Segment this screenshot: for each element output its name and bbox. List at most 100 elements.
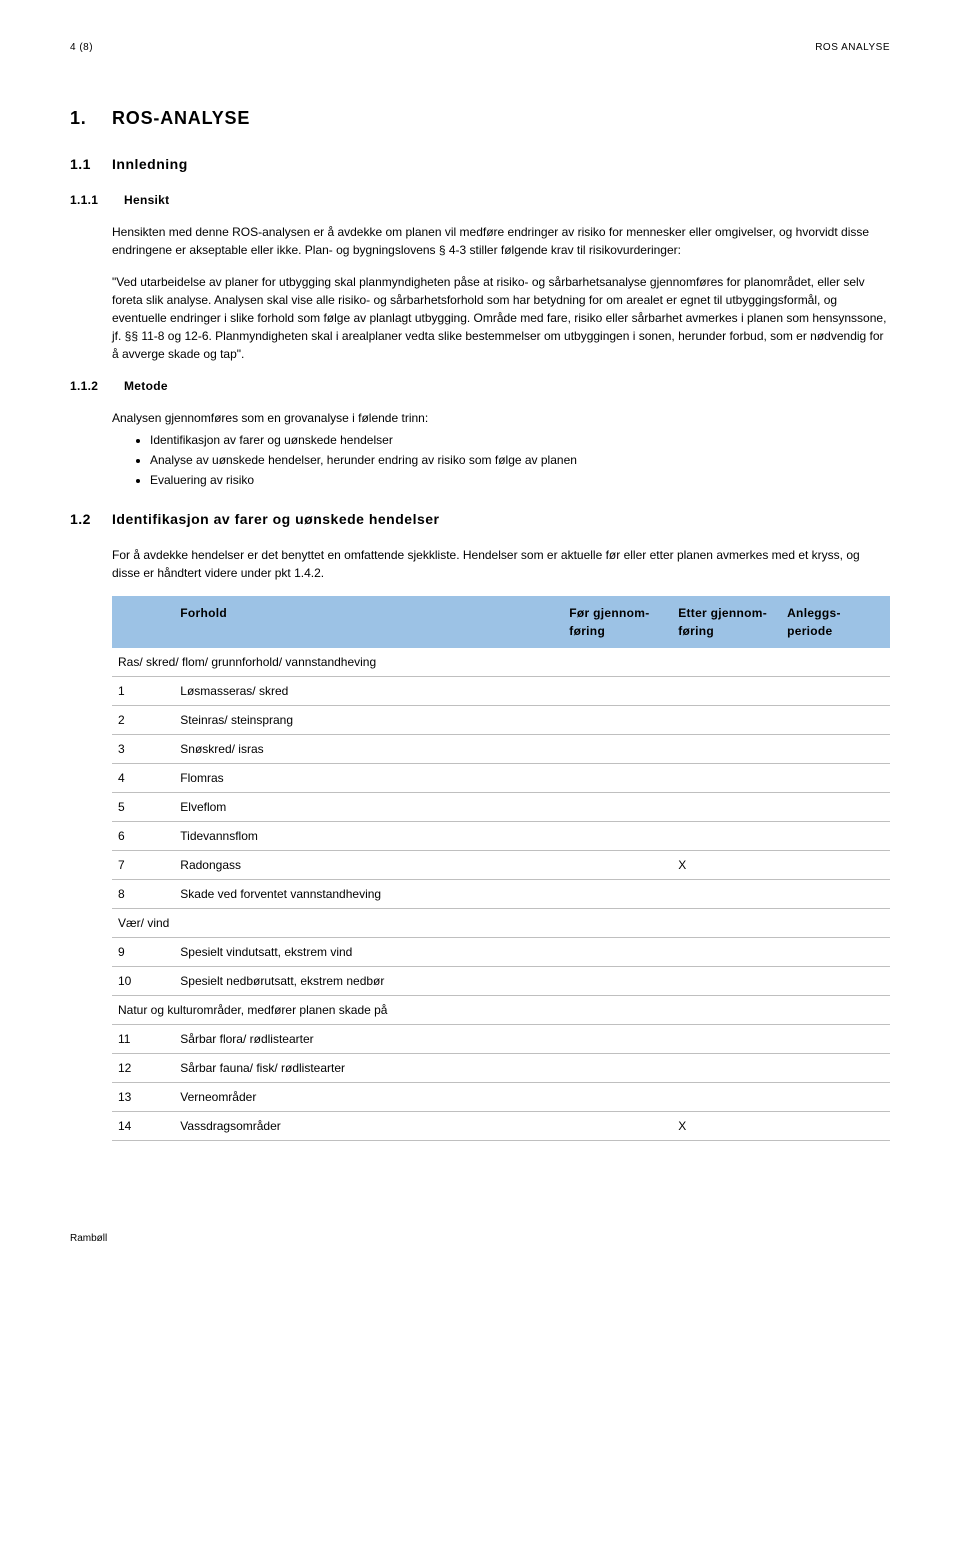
row-after <box>672 1054 781 1083</box>
table-row: 13Verneområder <box>112 1083 890 1112</box>
row-num: 10 <box>112 967 174 996</box>
row-num: 1 <box>112 677 174 706</box>
row-label: Snøskred/ isras <box>174 735 563 764</box>
table-section-label: Vær/ vind <box>112 909 890 938</box>
table-section-row: Vær/ vind <box>112 909 890 938</box>
row-after <box>672 880 781 909</box>
row-after <box>672 764 781 793</box>
table-row: 3Snøskred/ isras <box>112 735 890 764</box>
table-row: 10Spesielt nedbørutsatt, ekstrem nedbør <box>112 967 890 996</box>
row-num: 2 <box>112 706 174 735</box>
row-num: 14 <box>112 1112 174 1141</box>
th-build: Anleggs-periode <box>781 596 890 648</box>
row-before <box>563 822 672 851</box>
row-before <box>563 1083 672 1112</box>
table-section-label: Ras/ skred/ flom/ grunnforhold/ vannstan… <box>112 648 890 677</box>
row-after: X <box>672 1112 781 1141</box>
row-label: Sårbar fauna/ fisk/ rødlistearter <box>174 1054 563 1083</box>
doc-title: ROS ANALYSE <box>815 40 890 55</box>
row-label: Elveflom <box>174 793 563 822</box>
row-after <box>672 1025 781 1054</box>
row-before <box>563 706 672 735</box>
row-after: X <box>672 851 781 880</box>
row-before <box>563 1112 672 1141</box>
row-before <box>563 880 672 909</box>
heading-1: 1. ROS-ANALYSE <box>70 105 890 132</box>
row-after <box>672 938 781 967</box>
row-build <box>781 822 890 851</box>
row-build <box>781 735 890 764</box>
th-empty <box>112 596 174 648</box>
page-header: 4 (8) ROS ANALYSE <box>70 40 890 55</box>
paragraph-quote: "Ved utarbeidelse av planer for utbyggin… <box>70 273 890 363</box>
row-before <box>563 677 672 706</box>
row-num: 9 <box>112 938 174 967</box>
row-after <box>672 822 781 851</box>
list-item: Evaluering av risiko <box>150 471 890 489</box>
table-row: 8Skade ved forventet vannstandheving <box>112 880 890 909</box>
table-section-row: Natur og kulturområder, medfører planen … <box>112 996 890 1025</box>
row-label: Vassdragsområder <box>174 1112 563 1141</box>
table-section-label: Natur og kulturområder, medfører planen … <box>112 996 890 1025</box>
row-label: Løsmasseras/ skred <box>174 677 563 706</box>
footer-company: Rambøll <box>70 1231 890 1246</box>
table-row: 2Steinras/ steinsprang <box>112 706 890 735</box>
row-label: Spesielt nedbørutsatt, ekstrem nedbør <box>174 967 563 996</box>
method-bullets: Identifikasjon av farer og uønskede hend… <box>70 431 890 489</box>
row-build <box>781 677 890 706</box>
row-label: Verneområder <box>174 1083 563 1112</box>
row-build <box>781 938 890 967</box>
heading-1-2-num: 1.2 <box>70 509 98 530</box>
heading-1-title: ROS-ANALYSE <box>112 105 250 132</box>
row-before <box>563 938 672 967</box>
heading-1-1-num: 1.1 <box>70 154 98 175</box>
table-row: 12Sårbar fauna/ fisk/ rødlistearter <box>112 1054 890 1083</box>
table-row: 9Spesielt vindutsatt, ekstrem vind <box>112 938 890 967</box>
table-row: 5Elveflom <box>112 793 890 822</box>
list-item: Identifikasjon av farer og uønskede hend… <box>150 431 890 449</box>
row-label: Skade ved forventet vannstandheving <box>174 880 563 909</box>
row-before <box>563 1054 672 1083</box>
row-before <box>563 1025 672 1054</box>
row-before <box>563 851 672 880</box>
heading-1-1-2-title: Metode <box>124 377 168 395</box>
row-num: 8 <box>112 880 174 909</box>
th-after: Etter gjennom-føring <box>672 596 781 648</box>
row-num: 3 <box>112 735 174 764</box>
row-before <box>563 735 672 764</box>
row-build <box>781 706 890 735</box>
table-row: 14Vassdragsområder X <box>112 1112 890 1141</box>
heading-1-1-title: Innledning <box>112 154 188 175</box>
row-num: 11 <box>112 1025 174 1054</box>
row-after <box>672 1083 781 1112</box>
row-build <box>781 967 890 996</box>
th-forhold: Forhold <box>174 596 563 648</box>
row-num: 4 <box>112 764 174 793</box>
row-build <box>781 880 890 909</box>
row-label: Steinras/ steinsprang <box>174 706 563 735</box>
row-build <box>781 793 890 822</box>
table-row: 1Løsmasseras/ skred <box>112 677 890 706</box>
row-num: 6 <box>112 822 174 851</box>
heading-1-1-1: 1.1.1 Hensikt <box>70 191 890 209</box>
row-label: Radongass <box>174 851 563 880</box>
heading-1-num: 1. <box>70 105 98 132</box>
row-after <box>672 967 781 996</box>
row-num: 13 <box>112 1083 174 1112</box>
heading-1-2-title: Identifikasjon av farer og uønskede hend… <box>112 509 439 530</box>
heading-1-1-1-title: Hensikt <box>124 191 169 209</box>
paragraph-intro: Hensikten med denne ROS-analysen er å av… <box>70 223 890 259</box>
row-after <box>672 793 781 822</box>
row-after <box>672 677 781 706</box>
page-number: 4 (8) <box>70 40 93 55</box>
row-build <box>781 764 890 793</box>
row-num: 12 <box>112 1054 174 1083</box>
row-before <box>563 764 672 793</box>
row-label: Spesielt vindutsatt, ekstrem vind <box>174 938 563 967</box>
row-build <box>781 1112 890 1141</box>
row-label: Tidevannsflom <box>174 822 563 851</box>
list-item: Analyse av uønskede hendelser, herunder … <box>150 451 890 469</box>
table-row: 11Sårbar flora/ rødlistearter <box>112 1025 890 1054</box>
row-label: Flomras <box>174 764 563 793</box>
heading-1-1-2-num: 1.1.2 <box>70 377 110 395</box>
